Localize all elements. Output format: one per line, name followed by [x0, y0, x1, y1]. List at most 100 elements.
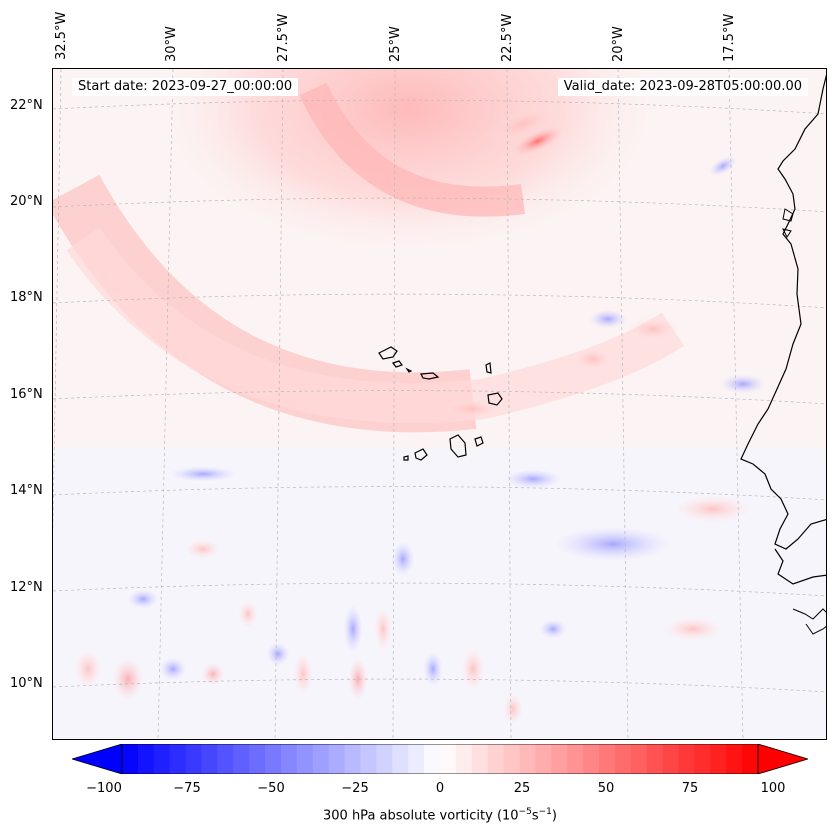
vorticity-field-map: [53, 69, 826, 739]
cape-verde-islands: [378, 346, 503, 461]
colorbar-tick-25: 25: [513, 781, 531, 796]
colorbar-tick-100: 100: [760, 781, 786, 796]
blue-cell-s6: [127, 589, 159, 609]
blue-patch-central-3: [391, 541, 415, 577]
blue-cell-s3: [423, 651, 443, 687]
pink-cell-s5: [238, 600, 258, 628]
blue-patch-central-2: [553, 526, 673, 562]
colorbar-cell: [678, 744, 695, 774]
pink-cell-s4: [461, 647, 485, 691]
colorbar-units-exp1: −5: [518, 807, 532, 817]
lon-label-27-5w: 27.5°W: [276, 13, 291, 62]
island-sal: [485, 362, 492, 374]
colorbar-cell: [567, 744, 584, 774]
coastline-guinea-bissau: [792, 608, 826, 620]
graticule: [53, 69, 826, 739]
colorbar-cell: [296, 744, 314, 774]
lat-label-14n: 14°N: [10, 483, 43, 498]
colorbar-outline: [121, 744, 759, 774]
colorbar-cell: [599, 744, 616, 774]
pink-cell-s1: [74, 649, 102, 689]
island-sao-nicolau: [420, 372, 440, 380]
colorbar-cell: [408, 744, 425, 774]
valid-date-label: Valid_date: 2023-09-28T05:00:00.00: [557, 78, 808, 96]
island-boa-vista: [487, 392, 503, 406]
colorbar-cell: [249, 744, 266, 774]
red-cell-s3: [348, 657, 368, 701]
colorbar-cell: [742, 744, 759, 774]
island-sao-vicente: [392, 360, 403, 368]
colorbar-cell: [662, 744, 679, 774]
colorbar-cell: [535, 744, 552, 774]
colorbar-cell: [694, 744, 711, 774]
island-santo-antao: [378, 346, 398, 360]
start-date-label: Start date: 2023-09-27_00:00:00: [72, 78, 299, 96]
colorbar-cell: [440, 744, 457, 774]
colorbar-cell: [169, 744, 187, 774]
island-brava: [403, 455, 409, 461]
blue-patch-mid-2: [719, 374, 767, 394]
coast-island-2: [782, 228, 792, 238]
lon-label-30w: 30°W: [164, 26, 179, 62]
colorbar-cell: [265, 744, 282, 774]
colorbar-units-suffix: ): [551, 808, 557, 824]
lon-label-32-5w: 32.5°W: [54, 11, 69, 60]
colorbar-units-exp2: −1: [538, 807, 552, 817]
colorbar-cell: [376, 744, 393, 774]
colorbar-tick-75: 75: [681, 781, 699, 796]
colorbar-cell: [630, 744, 648, 774]
lat-label-20n: 20°N: [10, 194, 43, 209]
lat-label-12n: 12°N: [10, 580, 43, 595]
colorbar-cell: [614, 744, 632, 774]
colorbar-cell: [551, 744, 568, 774]
gridline-25w: [392, 69, 396, 739]
blue-patch-ne: [708, 155, 738, 177]
colorbar-cell: [312, 744, 330, 774]
positive-band-east: [66, 227, 685, 424]
gridline-22-5w: [506, 69, 512, 739]
blue-cell-s4: [266, 642, 290, 666]
red-cell-s1: [112, 657, 144, 701]
pink-cell-s7: [185, 539, 221, 559]
colorbar-cell: [153, 744, 171, 774]
blue-cell-s1: [159, 657, 187, 681]
colorbar-cell: [646, 744, 664, 774]
map-panel[interactable]: [52, 68, 827, 740]
coastline-senegal-gambia: [774, 548, 826, 585]
colorbar-cells: [122, 744, 759, 774]
pink-cell-s6: [503, 693, 523, 725]
colorbar-label: 300 hPa absolute vorticity (10−5s−1): [0, 807, 837, 823]
lat-label-16n: 16°N: [10, 387, 43, 402]
pink-cell-s2: [293, 652, 313, 696]
gridline-30w: [157, 69, 174, 739]
colorbar-cell: [137, 744, 155, 774]
pink-patch-mid-2: [627, 317, 679, 341]
blue-cell-s2: [343, 604, 363, 654]
colorbar-min-extension: [72, 744, 123, 774]
island-santiago: [449, 434, 467, 458]
colorbar-cell: [217, 744, 234, 774]
pink-patch-mid-1: [571, 347, 615, 371]
lon-label-22-5w: 22.5°W: [500, 13, 515, 62]
african-coastline: [740, 74, 826, 550]
colorbar-tick-0: 0: [435, 781, 445, 796]
colorbar-label-text: 300 hPa absolute vorticity: [323, 808, 493, 824]
lat-label-10n: 10°N: [10, 676, 43, 691]
positive-inner-arc: [299, 82, 525, 217]
island-santa-luzia: [405, 367, 413, 373]
blue-patch-mid-1: [588, 309, 628, 329]
colorbar-cell: [487, 744, 505, 774]
colorbar-cell: [519, 744, 536, 774]
colorbar-tick-minus100: −100: [86, 781, 122, 796]
lon-label-25w: 25°W: [388, 26, 403, 62]
red-cell-s2: [201, 662, 225, 686]
colorbar-cell: [185, 744, 202, 774]
colorbar-cell: [392, 744, 409, 774]
colorbar-cell: [424, 744, 441, 774]
coast-island-1: [782, 208, 794, 222]
colorbar-cell: [233, 744, 250, 774]
island-maio: [474, 436, 484, 447]
gridline-27-5w: [274, 69, 284, 739]
colorbar-cell: [360, 744, 377, 774]
